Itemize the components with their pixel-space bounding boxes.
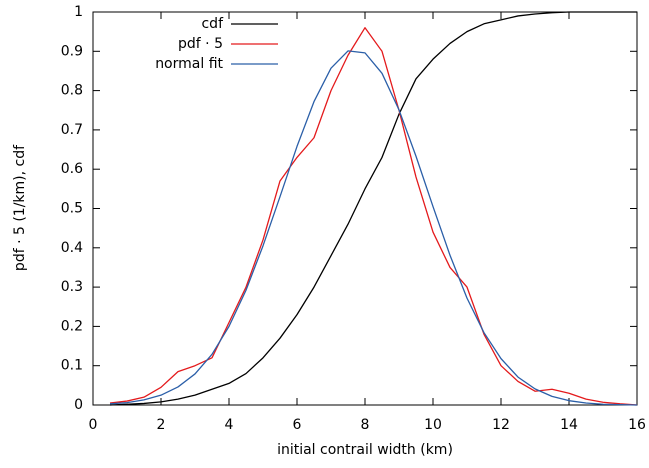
y-tick-label: 0.2 (61, 318, 83, 334)
y-tick-label: 0.1 (61, 358, 83, 374)
x-tick-label: 8 (361, 417, 370, 433)
x-tick-label: 10 (424, 417, 442, 433)
series-line (109, 50, 638, 406)
legend-label: pdf · 5 (178, 36, 223, 52)
x-tick-label: 4 (225, 417, 234, 433)
y-tick-label: 0.7 (61, 122, 83, 138)
y-tick-label: 0.5 (61, 201, 83, 217)
y-tick-label: 0.8 (61, 83, 83, 99)
x-tick-label: 14 (560, 417, 578, 433)
x-axis-label: initial contrail width (km) (277, 442, 453, 458)
y-tick-label: 0.4 (61, 240, 83, 256)
y-axis-label: pdf · 5 (1/km), cdf (12, 144, 28, 271)
x-tick-label: 16 (628, 417, 646, 433)
legend-label: normal fit (155, 56, 223, 72)
x-tick-label: 12 (492, 417, 510, 433)
y-tick-label: 1 (74, 4, 83, 20)
y-tick-label: 0.6 (61, 161, 83, 177)
series-line (109, 11, 637, 406)
x-tick-label: 2 (157, 417, 166, 433)
y-tick-label: 0.9 (61, 43, 83, 59)
y-tick-label: 0 (74, 397, 83, 413)
plot-frame (92, 11, 638, 406)
x-tick-label: 0 (89, 417, 98, 433)
x-tick-label: 6 (293, 417, 302, 433)
legend-label: cdf (201, 16, 224, 32)
series-line (109, 27, 638, 406)
y-tick-label: 0.3 (61, 279, 83, 295)
